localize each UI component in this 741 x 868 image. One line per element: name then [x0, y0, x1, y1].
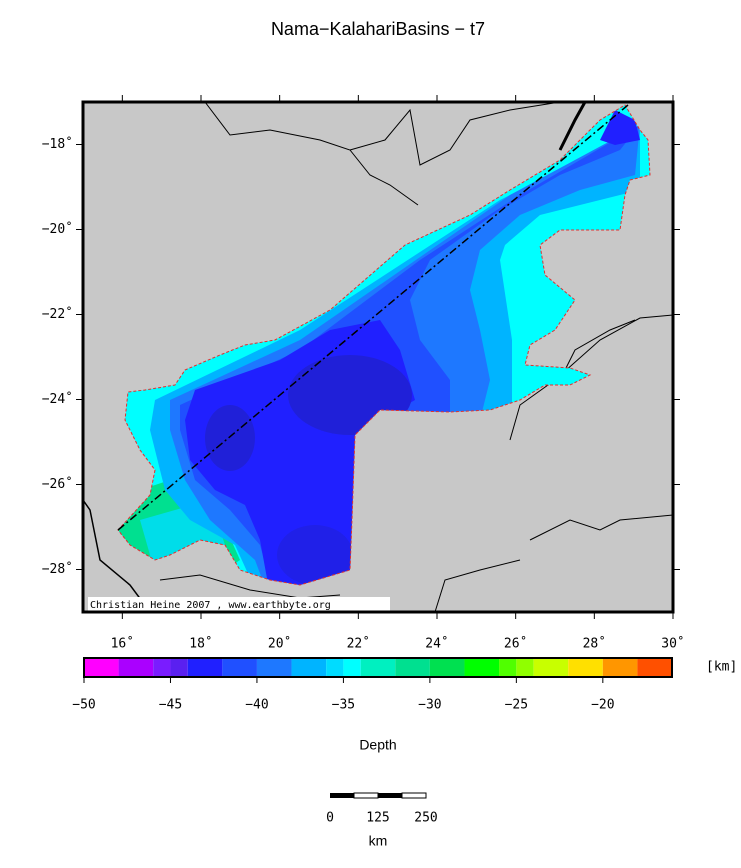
scale-segment — [330, 793, 354, 798]
colorbar-segment — [291, 658, 327, 677]
colorbar-segment — [84, 658, 119, 677]
colorbar-segment — [637, 658, 672, 677]
lon-label: 26˚ — [504, 636, 527, 652]
colorbar-segment — [187, 658, 223, 677]
scale-label: 250 — [414, 811, 437, 826]
lon-label: 22˚ — [347, 636, 370, 652]
lon-label: 20˚ — [268, 636, 291, 652]
depth-zone — [205, 405, 255, 471]
river — [559, 319, 636, 381]
credit: Christian Heine 2007 , www.earthbyte.org — [90, 600, 331, 611]
title: Nama−KalahariBasins − t7 — [271, 19, 485, 39]
axes: −18˚ −20˚ −22˚ −24˚ −26˚ −28˚ 16˚ 18˚ 20˚ 22˚ 24˚ 2… — [42, 95, 685, 652]
colorbar-segment — [256, 658, 292, 677]
lat-label: −22˚ — [42, 306, 73, 322]
colorbar-segment — [499, 658, 517, 677]
borders-rivers — [83, 102, 673, 612]
colorbar-tick-label: −30 — [418, 698, 441, 713]
lat-label: −24˚ — [42, 391, 73, 407]
basin-outline — [117, 104, 651, 586]
colorbar-segment — [360, 658, 396, 677]
credit-box — [88, 597, 390, 611]
colorbar-unit: [km] — [706, 660, 737, 675]
colorbar-segment — [464, 658, 500, 677]
colorbar-segment — [326, 658, 344, 677]
colorbar-segment — [533, 658, 569, 677]
scale-segment — [401, 792, 427, 799]
border — [529, 514, 673, 541]
colorbar-tick-label: −25 — [505, 698, 528, 713]
colorbar-tick-label: −50 — [72, 698, 95, 713]
colorbar-tick-label: −45 — [159, 698, 182, 713]
colorbar-segment — [395, 658, 430, 677]
colorbar-tick-label: −20 — [591, 698, 614, 713]
depth-zone — [600, 110, 640, 145]
colorbar-frame — [83, 657, 673, 678]
colorbar-segment — [222, 658, 257, 677]
colorbar: −50 −45 −40 −35 −30 −25 −20 — [72, 657, 673, 713]
scale-unit: km — [369, 833, 388, 849]
scale-bar: 0 125 250 km — [326, 792, 438, 849]
border — [349, 102, 561, 166]
scale-label: 125 — [366, 811, 389, 826]
scale-segment — [353, 792, 379, 799]
colorbar-tick-label: −40 — [245, 698, 268, 713]
lat-label: −26˚ — [42, 476, 73, 492]
depth-zone — [277, 525, 353, 585]
lon-label: 30˚ — [661, 636, 684, 652]
colorbar-segment — [170, 658, 188, 677]
lat-label: −20˚ — [42, 221, 73, 237]
border — [434, 559, 521, 612]
scale-label: 0 — [326, 811, 334, 826]
colorbar-segment — [153, 658, 171, 677]
lat-label: −18˚ — [42, 136, 73, 152]
river — [204, 102, 419, 206]
lat-label: −28˚ — [42, 561, 73, 577]
colorbar-segment — [343, 658, 361, 677]
coastline — [83, 499, 151, 612]
scale-segment — [378, 793, 402, 798]
lake — [558, 102, 587, 151]
map-frame — [81, 100, 675, 614]
border — [509, 314, 673, 441]
lon-label: 24˚ — [425, 636, 448, 652]
profile-line — [117, 104, 629, 531]
lon-label: 16˚ — [111, 636, 134, 652]
colorbar-segment — [568, 658, 603, 677]
colorbar-segment — [429, 658, 465, 677]
lon-label: 18˚ — [189, 636, 212, 652]
colorbar-segment — [118, 658, 154, 677]
colorbar-tick-label: −35 — [332, 698, 355, 713]
lon-label: 28˚ — [583, 636, 606, 652]
colorbar-segment — [516, 658, 534, 677]
colorbar-label: Depth — [359, 737, 396, 753]
colorbar-segment — [602, 658, 638, 677]
